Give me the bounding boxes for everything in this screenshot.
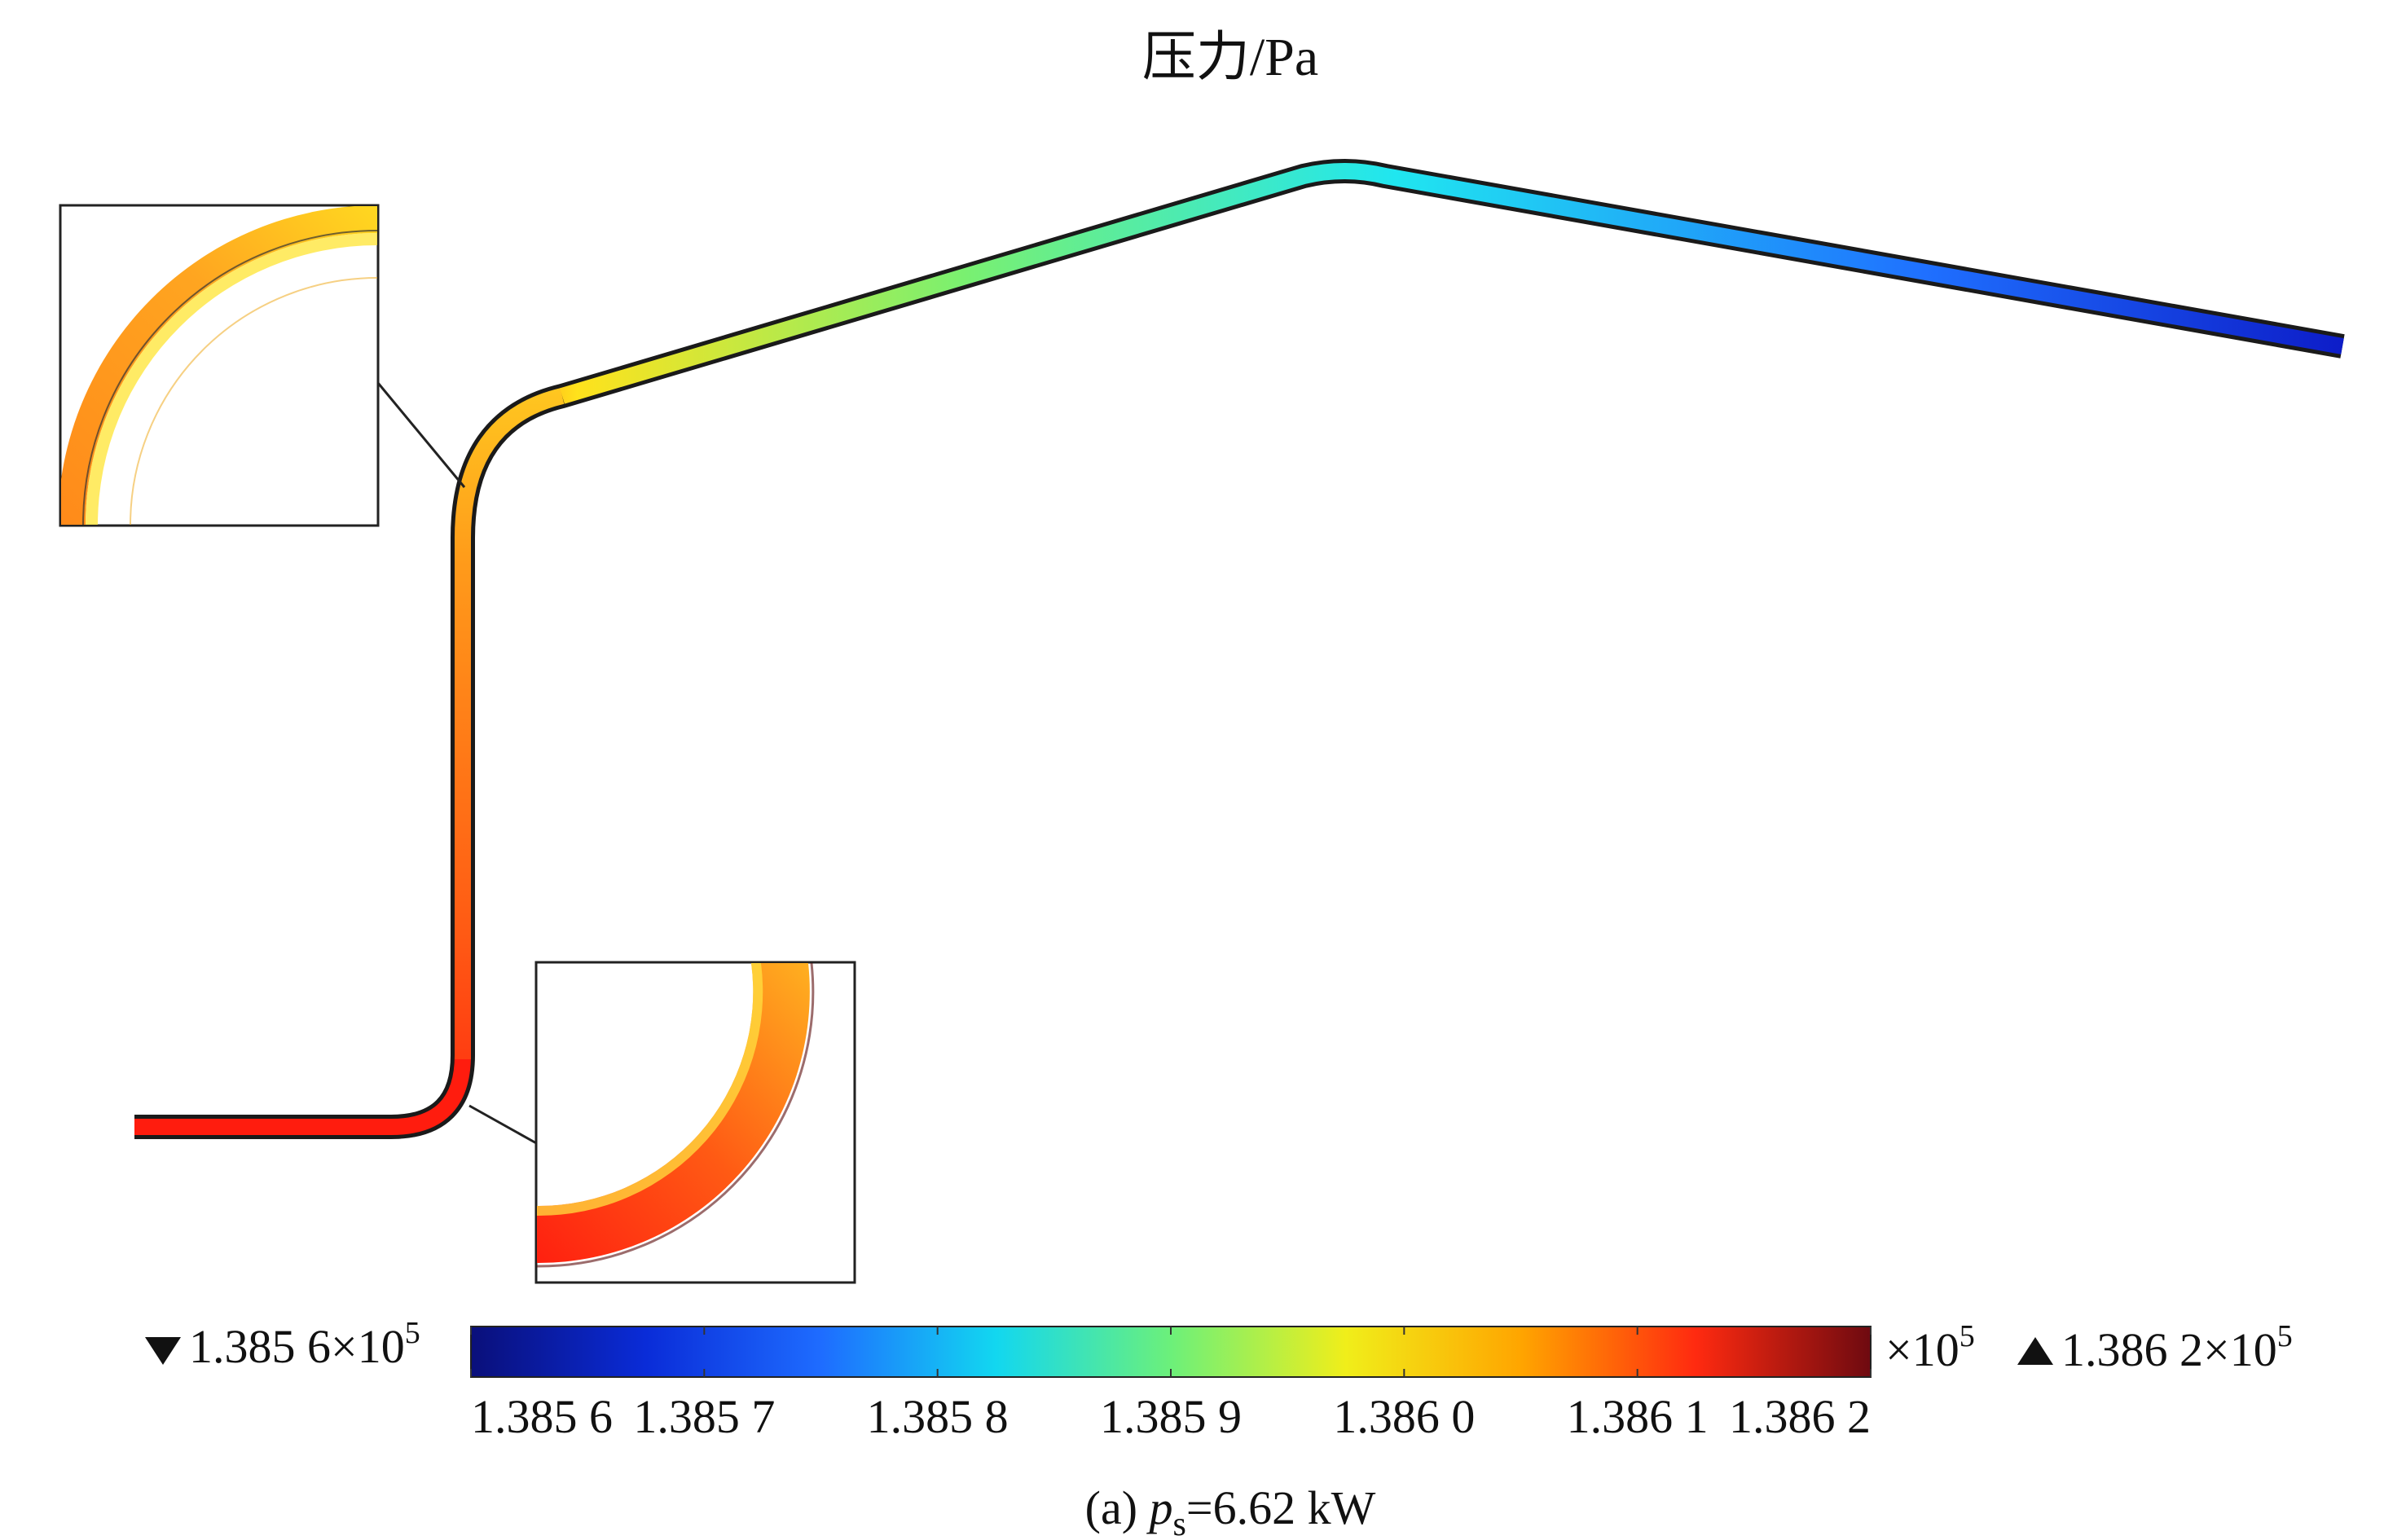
colorbar-tick-label: 1.386 0: [1333, 1390, 1475, 1443]
figure-caption: (a) ps=6.62 kW: [1085, 1481, 1376, 1540]
colorbar-min-label: 1.385 6×105: [189, 1316, 420, 1373]
colorbar-tick-label: 1.385 8: [867, 1390, 1009, 1443]
inset-upper-bend: [59, 204, 466, 527]
colorbar-tick-label: 1.385 6: [471, 1390, 613, 1443]
min-marker-icon: [145, 1337, 181, 1365]
pipe-fill-horizontal: [134, 1054, 471, 1135]
inset-lower-leader: [468, 1104, 539, 1146]
max-marker-icon: [2017, 1337, 2053, 1365]
colorbar-tick-label: 1.385 9: [1100, 1390, 1242, 1443]
colorbar-tick-label: 1.386 2: [1729, 1390, 1871, 1443]
pipe-fill-upper: [560, 163, 2344, 404]
pipe: [134, 159, 2345, 1139]
colorbar-ticks: 1.385 6 1.385 7 1.385 8 1.385 9 1.386 0 1.386…: [470, 1327, 1872, 1443]
figure-title: 压力/Pa: [1142, 28, 1318, 87]
inset-lower-bend: [468, 961, 856, 1284]
colorbar: 1.385 6 1.385 7 1.385 8 1.385 9 1.386 0 1.386…: [145, 1316, 2293, 1443]
colorbar-gradient: [470, 1326, 1872, 1378]
inset-upper-leader: [376, 382, 466, 488]
colorbar-tick-label: 1.385 7: [633, 1390, 775, 1443]
colorbar-max-label: 1.386 2×105: [2061, 1319, 2293, 1376]
colorbar-multiplier: ×105: [1885, 1319, 1975, 1376]
colorbar-tick-label: 1.386 1: [1567, 1390, 1709, 1443]
pipe-fill-vertical: [455, 388, 565, 1059]
